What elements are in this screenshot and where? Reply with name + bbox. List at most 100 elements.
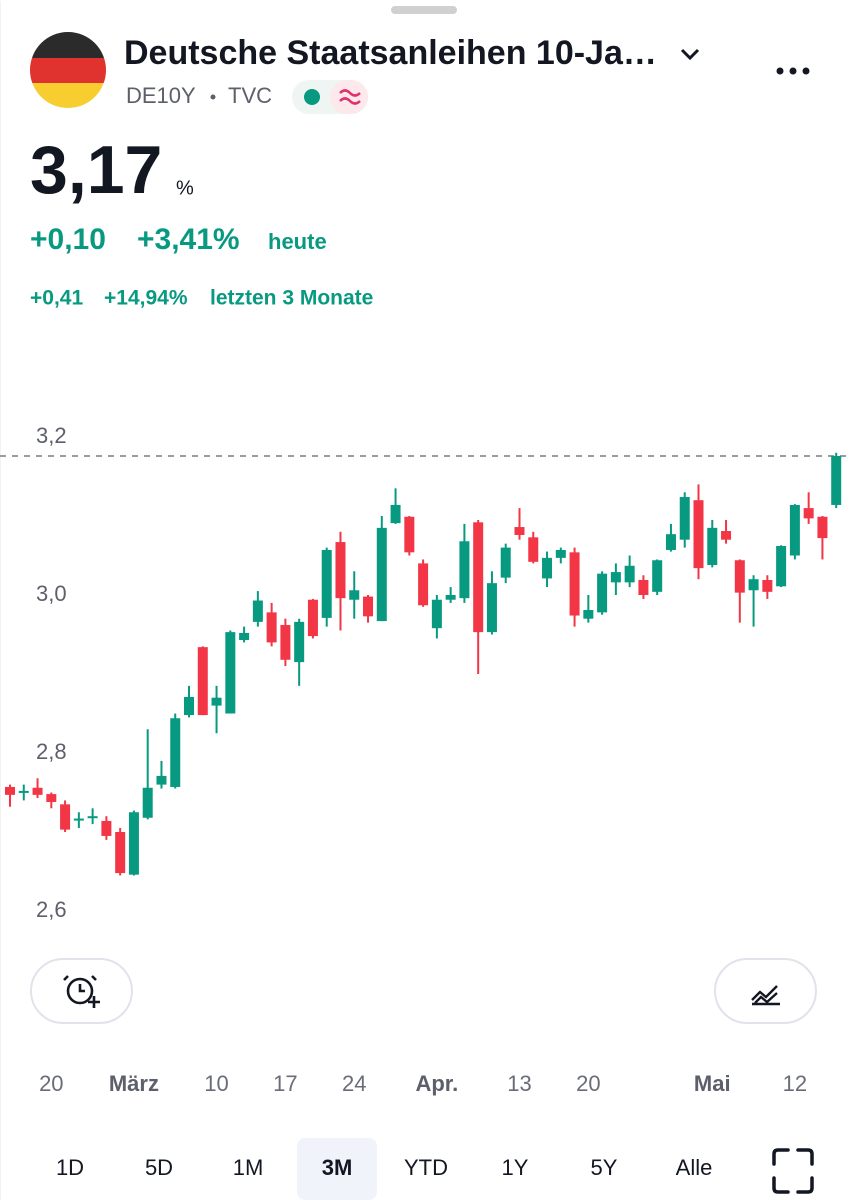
chevron[interactable] <box>680 48 700 61</box>
candle-body <box>376 527 387 622</box>
candle-body <box>624 565 635 583</box>
candle-body <box>721 531 732 540</box>
x-tick-label: 24 <box>342 1071 366 1096</box>
range-tab[interactable]: 5Y <box>591 1155 618 1180</box>
candle-body <box>363 596 374 617</box>
status-pill-right <box>330 80 368 114</box>
range-tab[interactable]: YTD <box>404 1155 448 1180</box>
candle-body <box>225 632 236 714</box>
candle-body <box>239 632 250 641</box>
candle-body <box>528 537 539 562</box>
y-tick-label: 2,6 <box>36 897 67 922</box>
candle-body <box>734 560 745 593</box>
delayed-icon <box>339 89 361 105</box>
candle-body <box>197 647 208 716</box>
candle-body <box>18 790 29 793</box>
candle-body <box>665 534 676 550</box>
candle-body <box>418 563 429 606</box>
candle-body <box>569 552 580 616</box>
candle-body <box>583 610 594 619</box>
flag <box>30 32 106 108</box>
chart: 3,2 3,0 2,8 2,6 <box>0 423 851 922</box>
x-tick-label: 10 <box>204 1071 228 1096</box>
candle-body <box>831 455 842 505</box>
range-tab[interactable]: 3M <box>322 1155 353 1180</box>
candle-body <box>707 527 718 565</box>
candle-body <box>473 522 484 633</box>
x-tick-label: März <box>109 1071 159 1096</box>
candle-body <box>789 504 800 556</box>
candle-body <box>542 557 553 579</box>
candle-body <box>266 612 277 643</box>
range-tab[interactable]: 1D <box>56 1155 84 1180</box>
candle-body <box>349 590 360 600</box>
candle-body <box>115 832 126 874</box>
candle-body <box>5 786 15 795</box>
candle-body <box>514 527 525 535</box>
x-tick-label: 17 <box>273 1071 297 1096</box>
candle-body <box>500 547 511 578</box>
candle-body <box>597 573 608 613</box>
range-tab[interactable]: 1M <box>233 1155 264 1180</box>
price-unit: % <box>176 177 194 199</box>
more-menu[interactable] <box>776 67 810 75</box>
alert-icon <box>63 975 100 1008</box>
separator <box>210 94 216 100</box>
candle-body <box>390 504 401 524</box>
exchange: TVC <box>228 83 272 108</box>
candle-body <box>335 542 346 599</box>
price: 3,17 <box>30 132 162 208</box>
range-tab[interactable]: Alle <box>676 1155 713 1180</box>
range-tab[interactable]: 1Y <box>502 1155 529 1180</box>
candle-body <box>60 804 71 830</box>
candle-body <box>610 572 621 583</box>
candle-body <box>101 820 112 836</box>
range-tab[interactable]: 5D <box>145 1155 173 1180</box>
candle-body <box>73 818 84 821</box>
chart-style-button[interactable] <box>714 958 817 1024</box>
candle-body <box>128 812 139 875</box>
y-tick-label: 3,0 <box>36 581 67 606</box>
x-tick-label: 20 <box>39 1071 63 1096</box>
x-tick-label: Apr. <box>415 1071 458 1096</box>
candle-body <box>459 541 470 599</box>
change-pct: +3,41% <box>137 223 240 256</box>
market-dot <box>304 89 320 105</box>
change-3m: +0,41 <box>30 287 83 310</box>
fullscreen-icon[interactable] <box>772 1148 814 1194</box>
candle-body <box>294 621 305 663</box>
range-tab-selected[interactable] <box>297 1138 377 1200</box>
range-tabs: 1D 5D 1M 3M YTD 1Y 5Y Alle <box>56 1138 712 1200</box>
candle-body <box>762 579 773 592</box>
candle-body <box>252 600 263 622</box>
candle-body <box>170 718 181 787</box>
x-tick-label: 12 <box>783 1071 807 1096</box>
x-axis: 20 März 10 17 24 Apr. 13 20 Mai 12 <box>39 1071 807 1096</box>
candle-body <box>46 794 57 802</box>
candle-body <box>156 775 167 785</box>
candle-body <box>776 546 787 587</box>
candle-body <box>184 696 195 716</box>
candle-body <box>32 787 43 795</box>
x-tick-label: 13 <box>507 1071 531 1096</box>
candle-body <box>638 579 649 595</box>
candle-body <box>679 497 690 540</box>
change-3m-period: letzten 3 Monate <box>210 287 373 310</box>
candle-body <box>87 816 98 819</box>
candle-body <box>555 549 566 558</box>
candle-body <box>431 599 442 629</box>
drag-handle[interactable] <box>391 6 457 14</box>
candle-body <box>486 583 497 633</box>
candle-body <box>404 516 415 553</box>
change: +0,10 <box>30 223 106 256</box>
candle-body <box>307 599 318 637</box>
candle-body <box>693 500 704 569</box>
y-tick-label: 3,2 <box>36 423 67 448</box>
candle-body <box>748 579 759 591</box>
x-tick-label: Mai <box>694 1071 731 1096</box>
candle-body <box>803 508 814 519</box>
candle-body <box>142 787 153 818</box>
y-tick-label: 2,8 <box>36 739 67 764</box>
x-tick-label: 20 <box>576 1071 600 1096</box>
